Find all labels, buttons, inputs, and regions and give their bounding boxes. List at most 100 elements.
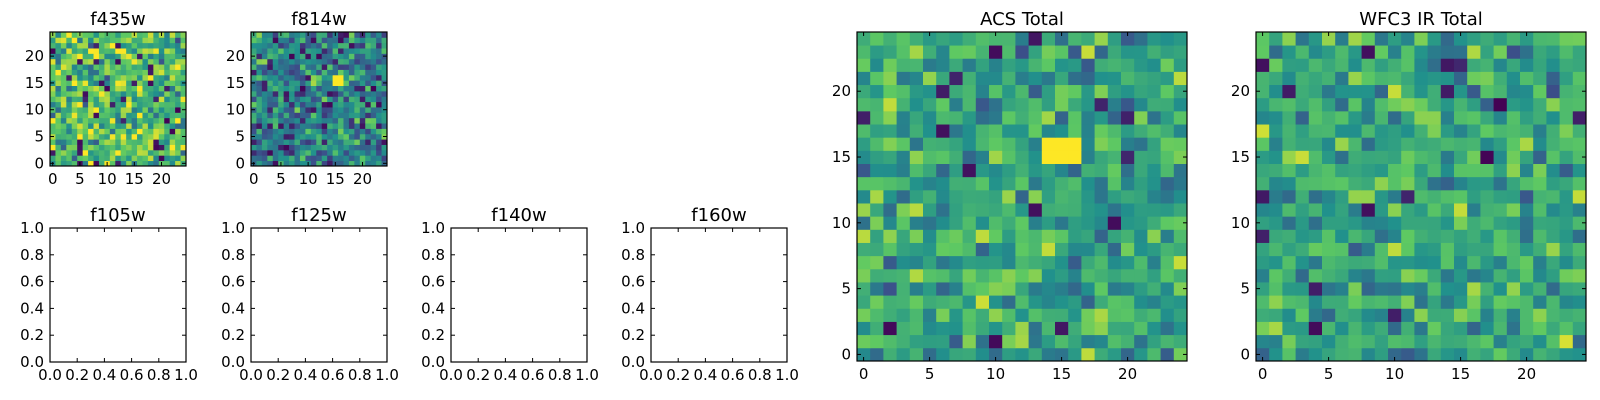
heatmap-cell: [975, 216, 990, 230]
heatmap-cell: [1480, 124, 1494, 138]
heatmap-cell: [1134, 216, 1148, 230]
heatmap-cell: [267, 80, 274, 86]
heatmap-cell: [175, 37, 181, 44]
heatmap-cell: [923, 321, 937, 336]
heatmap-cell: [158, 107, 165, 113]
x-tick-label: 0.6: [521, 366, 545, 384]
heatmap-cell: [1107, 32, 1122, 46]
heatmap-cell: [1454, 321, 1468, 336]
heatmap-cell: [989, 124, 1003, 138]
heatmap-cell: [310, 69, 317, 76]
heatmap-cell: [71, 64, 78, 70]
heatmap-cell: [98, 32, 105, 38]
heatmap-cell: [936, 295, 950, 309]
heatmap-cell: [109, 133, 116, 140]
heatmap-cell: [294, 53, 301, 60]
heatmap-cell: [348, 112, 355, 119]
heatmap-cell: [1361, 45, 1376, 59]
heatmap-cell: [131, 74, 138, 81]
heatmap-cell: [857, 282, 871, 296]
heatmap-cell: [359, 123, 366, 129]
heatmap-cell: [1480, 282, 1494, 296]
heatmap-cell: [365, 133, 372, 140]
heatmap-cell: [1173, 216, 1188, 230]
heatmap-cell: [169, 155, 176, 162]
heatmap-cell: [359, 101, 366, 108]
heatmap-cell: [278, 133, 285, 140]
heatmap-cell: [359, 112, 366, 119]
heatmap-cell: [316, 96, 323, 103]
heatmap-cell: [60, 101, 67, 108]
heatmap-cell: [120, 69, 127, 76]
heatmap-cell: [1335, 321, 1349, 336]
heatmap-cell: [1173, 347, 1188, 362]
heatmap-cell: [109, 58, 116, 65]
heatmap-cell: [989, 229, 1003, 243]
heatmap-cell: [1094, 295, 1109, 309]
heatmap-cell: [1002, 216, 1016, 230]
heatmap-cell: [256, 160, 263, 167]
heatmap-cell: [370, 64, 377, 70]
heatmap-cell: [109, 64, 116, 70]
heatmap-cell: [60, 128, 67, 135]
heatmap-cell: [1134, 45, 1148, 59]
heatmap-cell: [77, 90, 84, 97]
heatmap-cell: [359, 37, 366, 44]
heatmap-cell: [1454, 229, 1468, 243]
heatmap-cell: [327, 133, 333, 140]
heatmap-cell: [267, 139, 274, 145]
heatmap-cell: [870, 308, 884, 322]
heatmap-cell: [1348, 137, 1362, 151]
heatmap-cell: [137, 144, 143, 151]
heatmap-cell: [354, 90, 361, 97]
heatmap-cell: [923, 137, 937, 151]
heatmap-cell: [180, 144, 187, 151]
heatmap-cell: [376, 64, 382, 70]
heatmap-cell: [1295, 282, 1310, 296]
heatmap-cell: [82, 160, 89, 167]
heatmap-cell: [870, 203, 884, 217]
heatmap-cell: [1055, 58, 1069, 72]
heatmap-cell: [1160, 110, 1175, 125]
heatmap-cell: [1546, 242, 1560, 257]
x-tick-label: 5: [75, 170, 85, 188]
heatmap-cell: [164, 144, 171, 151]
heatmap-cell: [153, 69, 160, 76]
heatmap-cell: [1081, 255, 1095, 270]
heatmap-cell: [1388, 71, 1402, 86]
heatmap-cell: [120, 117, 127, 124]
heatmap-cell: [316, 160, 323, 167]
heatmap-cell: [93, 144, 100, 151]
x-tick-label: 0: [48, 170, 58, 188]
heatmap-cell: [82, 107, 89, 113]
heatmap-cell: [66, 32, 73, 38]
heatmap-cell: [283, 69, 290, 76]
heatmap-cell: [164, 42, 171, 49]
heatmap-cell: [1401, 110, 1415, 125]
heatmap-cell: [1454, 255, 1468, 270]
heatmap-cell: [989, 71, 1003, 86]
heatmap-cell: [1414, 137, 1428, 151]
heatmap-cell: [936, 242, 950, 257]
heatmap-cell: [365, 123, 372, 129]
heatmap-cell: [989, 216, 1003, 230]
heatmap-cell: [1041, 189, 1056, 204]
heatmap-cell: [1015, 255, 1029, 270]
heatmap-cell: [975, 58, 990, 72]
heatmap-cell: [870, 110, 884, 125]
heatmap-cell: [1041, 347, 1056, 362]
heatmap-cell: [175, 133, 181, 140]
heatmap-cell: [299, 133, 306, 140]
heatmap-cell: [1467, 295, 1481, 309]
heatmap-cell: [1546, 124, 1560, 138]
heatmap-cell: [60, 74, 67, 81]
heatmap-cell: [1282, 71, 1296, 86]
heatmap-cell: [88, 58, 94, 65]
panel-title: WFC3 IR Total: [1359, 9, 1482, 30]
heatmap-cell: [1002, 229, 1016, 243]
heatmap-cell: [343, 155, 350, 162]
heatmap-cell: [1520, 334, 1534, 349]
heatmap-cell: [1559, 71, 1574, 86]
heatmap-cell: [267, 107, 274, 113]
heatmap-cell: [131, 58, 138, 65]
